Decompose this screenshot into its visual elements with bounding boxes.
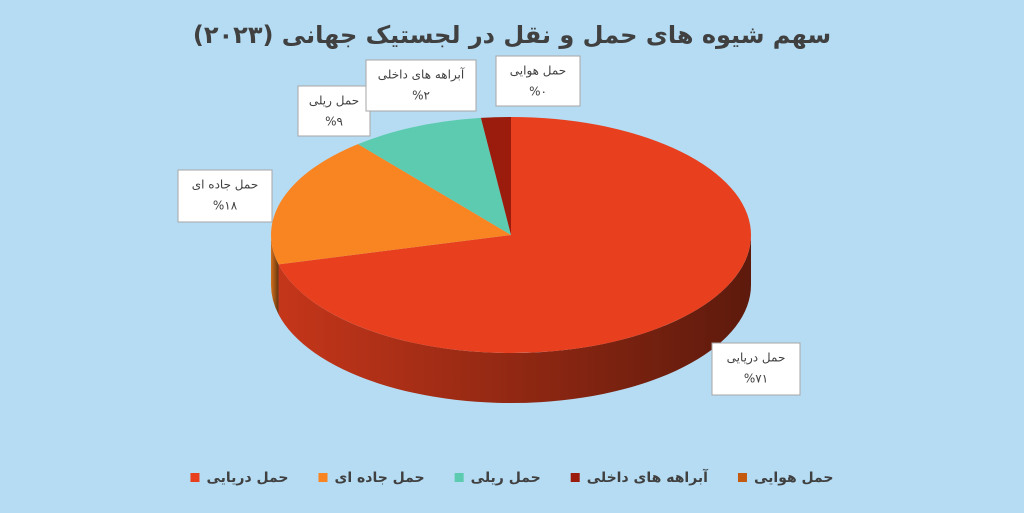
data-label-value: %۷۱ <box>744 372 768 386</box>
legend-label: حمل جاده ای <box>335 470 425 486</box>
legend-label: حمل هوایی <box>754 470 834 486</box>
slice <box>358 117 511 235</box>
data-label-box <box>495 55 581 107</box>
slice <box>480 117 511 235</box>
data-label-name: حمل ریلی <box>309 94 359 109</box>
slice-side <box>271 235 279 315</box>
legend-label: آبراهه های داخلی <box>587 468 709 486</box>
legend-marker <box>570 473 580 482</box>
slice <box>278 117 752 353</box>
data-label-box <box>365 59 477 112</box>
data-label-value: %۰ <box>529 85 547 99</box>
data-label-box <box>177 169 273 223</box>
legend-marker <box>454 473 464 482</box>
data-label-name: حمل دریایی <box>727 351 786 366</box>
data-label-name: حمل جاده ای <box>192 178 259 192</box>
slice <box>271 144 511 265</box>
legend-label: حمل ریلی <box>471 470 541 486</box>
data-label-name: حمل هوایی <box>510 64 566 79</box>
slice-side <box>278 235 751 404</box>
data-label-value: %۱۸ <box>213 199 238 213</box>
data-label-box <box>297 85 371 137</box>
legend-marker <box>190 473 200 482</box>
legend-label: حمل دریایی <box>206 470 288 486</box>
data-label-value: %۹ <box>325 115 343 129</box>
data-label-value: %۲ <box>412 89 430 103</box>
data-label-name: آبراهه های داخلی <box>378 67 465 83</box>
legend-marker <box>737 473 747 482</box>
legend: حمل دریایی حمل جاده ای حمل ریلی آبراهه های … <box>190 468 834 486</box>
legend-marker <box>318 473 328 482</box>
data-label-box <box>711 342 801 396</box>
chart-title: سهم شیوه های حمل و نقل در لجستیک جهانی (… <box>193 21 831 49</box>
